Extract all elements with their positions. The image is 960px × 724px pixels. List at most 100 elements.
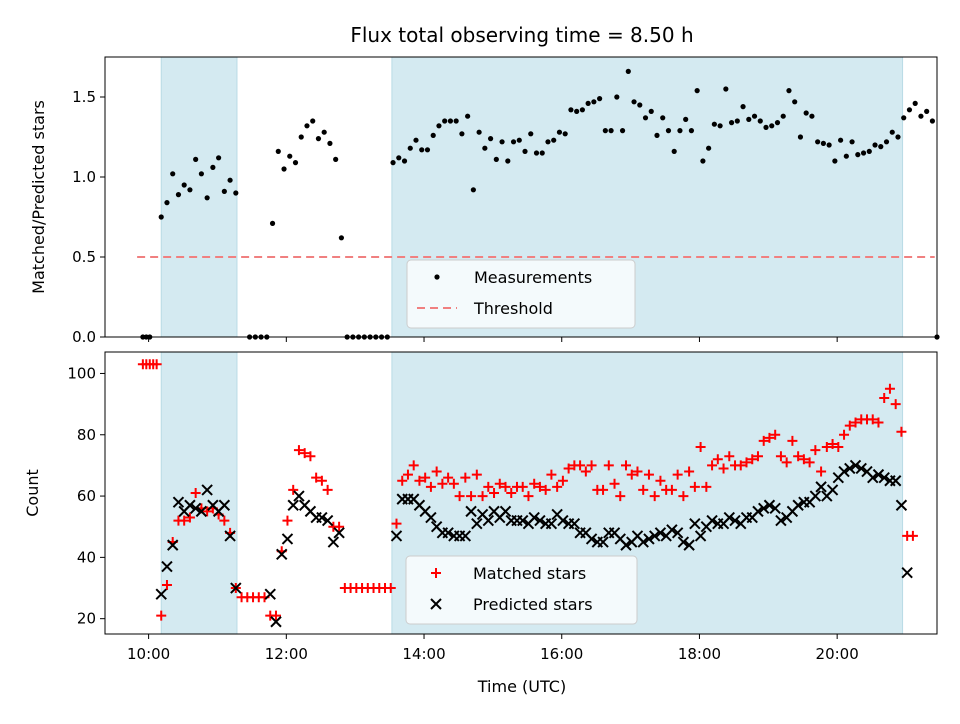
data-point	[649, 491, 660, 502]
data-point	[786, 88, 792, 94]
data-point	[334, 521, 345, 532]
data-point	[586, 460, 597, 471]
chart-title: Flux total observing time = 8.50 h	[350, 23, 693, 47]
data-point	[694, 88, 700, 94]
data-point	[816, 466, 827, 477]
data-point	[678, 491, 689, 502]
data-point	[741, 457, 752, 468]
data-point	[844, 462, 856, 475]
data-point	[706, 514, 718, 527]
data-point	[815, 139, 821, 145]
data-point	[648, 530, 661, 542]
data-point	[391, 518, 402, 529]
data-point	[575, 460, 586, 471]
data-point	[665, 128, 672, 134]
data-point	[304, 123, 310, 129]
legend-label: Measurements	[474, 268, 592, 287]
data-point	[838, 465, 850, 478]
data-point	[827, 438, 838, 449]
data-point	[517, 481, 528, 492]
data-point	[689, 517, 701, 530]
legend-label: Matched stars	[473, 564, 586, 583]
data-point	[878, 471, 890, 484]
data-point	[620, 539, 632, 551]
legend-swatch	[434, 274, 440, 280]
data-point	[695, 442, 706, 453]
data-point	[556, 129, 563, 135]
data-point	[643, 533, 655, 545]
data-point	[918, 113, 924, 119]
data-point	[216, 155, 222, 161]
legend-label: Predicted stars	[473, 595, 593, 614]
data-point	[327, 140, 333, 146]
data-point	[204, 195, 210, 201]
data-point	[270, 616, 282, 628]
data-point	[855, 152, 861, 158]
data-point	[476, 129, 482, 135]
data-point	[338, 235, 345, 241]
data-point	[597, 536, 609, 548]
data-point	[315, 136, 322, 142]
data-point	[580, 466, 591, 477]
data-point	[210, 164, 216, 170]
data-point	[672, 469, 683, 480]
data-point	[758, 435, 769, 446]
y-tick-label: 1.0	[72, 168, 96, 186]
data-point	[677, 536, 690, 548]
data-point	[774, 120, 781, 126]
data-point	[523, 491, 534, 502]
data-point	[712, 454, 723, 465]
data-point	[751, 113, 758, 119]
data-point	[574, 108, 580, 114]
data-point	[293, 445, 304, 456]
data-point	[867, 471, 879, 484]
data-point	[866, 148, 872, 154]
data-point	[798, 454, 809, 465]
data-point	[442, 118, 448, 124]
data-point	[195, 505, 208, 518]
data-point	[322, 484, 333, 495]
data-point	[442, 527, 454, 539]
data-point	[201, 484, 213, 496]
data-point	[499, 139, 505, 145]
data-point	[700, 158, 706, 164]
y-tick-label: 40	[77, 548, 96, 566]
data-point	[780, 113, 786, 119]
data-point	[402, 469, 413, 480]
data-point	[833, 442, 844, 453]
data-point	[792, 99, 798, 105]
data-point	[758, 502, 770, 515]
bottom-panel-y-axis-label: Count	[23, 469, 42, 517]
data-point	[552, 481, 563, 492]
data-point	[466, 491, 477, 502]
y-tick-label: 1.5	[72, 88, 96, 106]
data-point	[757, 118, 763, 124]
data-point	[425, 481, 436, 492]
data-point	[269, 220, 276, 226]
data-point	[287, 499, 299, 511]
data-point	[224, 530, 236, 542]
data-point	[815, 481, 827, 493]
legend-swatch	[430, 598, 442, 610]
data-point	[781, 457, 792, 468]
top-panel-y-axis-label: Matched/Predicted stars	[29, 100, 48, 294]
data-point	[563, 463, 574, 474]
data-point	[470, 187, 476, 193]
data-point	[175, 192, 182, 198]
data-point	[706, 145, 712, 151]
data-point	[666, 524, 678, 536]
y-tick-label: 60	[77, 487, 96, 505]
y-tick-label: 0.0	[72, 328, 96, 346]
data-point	[545, 517, 558, 530]
data-point	[431, 466, 442, 477]
data-point	[579, 107, 585, 113]
data-point	[193, 156, 199, 162]
data-point	[879, 392, 890, 403]
data-point	[414, 475, 425, 486]
data-point	[803, 110, 809, 116]
data-point	[316, 475, 327, 486]
top-panel-axes: 0.0 0.5 1.0 1.5	[72, 56, 938, 346]
data-point	[155, 588, 167, 600]
data-point	[551, 137, 557, 143]
data-point	[430, 132, 436, 138]
